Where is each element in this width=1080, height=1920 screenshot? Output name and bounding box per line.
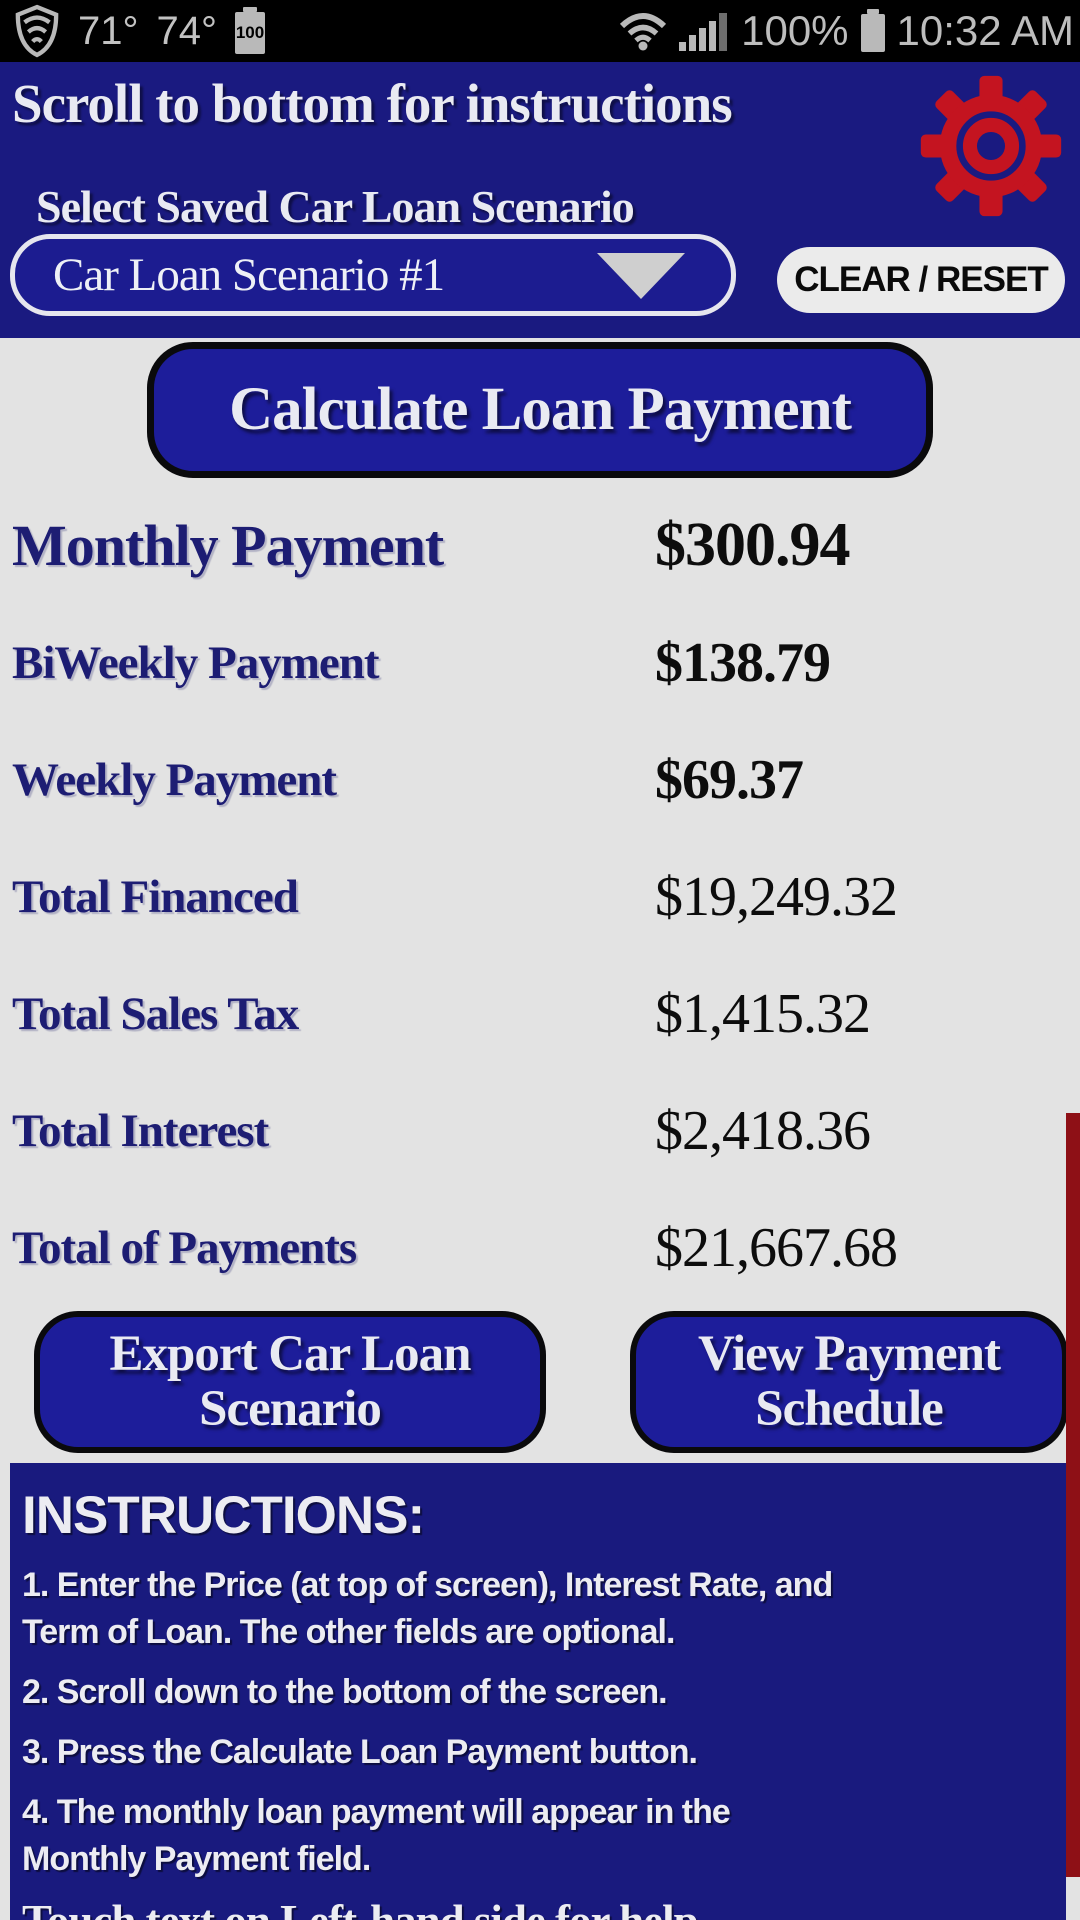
result-row-monthly-payment: Monthly Payment $300.94 (0, 487, 1080, 604)
status-bar-right: 100% 10:32 AM (619, 7, 1080, 55)
instruction-step-4-line-2: Monthly Payment field. (22, 1839, 371, 1878)
view-payment-schedule-button[interactable]: View Payment Schedule (630, 1311, 1068, 1453)
wifi-icon (620, 13, 667, 51)
instructions-footer-hint: Touch text on Left-hand side for help (22, 1895, 1052, 1920)
weekly-payment-value: $69.37 (655, 748, 804, 811)
chevron-down-icon (597, 253, 685, 299)
temperature-current: 71° (78, 8, 139, 53)
instruction-step-4: 4. The monthly loan payment will appear … (22, 1789, 1052, 1883)
total-sales-tax-value: $1,415.32 (655, 982, 871, 1045)
result-row-biweekly-payment: BiWeekly Payment $138.79 (0, 604, 1080, 721)
total-of-payments-label[interactable]: Total of Payments (12, 1221, 357, 1274)
total-sales-tax-label[interactable]: Total Sales Tax (12, 987, 299, 1040)
status-bar-left: 71° 74° 100 (0, 4, 265, 58)
results-list: Monthly Payment $300.94 BiWeekly Payment… (0, 487, 1080, 1306)
export-scenario-button[interactable]: Export Car Loan Scenario (34, 1311, 546, 1453)
instruction-step-1-line-2: Term of Loan. The other fields are optio… (22, 1612, 675, 1651)
security-shield-icon (15, 4, 59, 58)
scrollbar-thumb[interactable] (1066, 1113, 1080, 1877)
battery-percent: 100% (741, 7, 849, 54)
instructions-heading: INSTRUCTIONS: (22, 1486, 425, 1545)
instruction-step-1: 1. Enter the Price (at top of screen), I… (22, 1562, 1052, 1656)
result-row-total-sales-tax: Total Sales Tax $1,415.32 (0, 955, 1080, 1072)
monthly-payment-value: $300.94 (655, 511, 850, 579)
biweekly-payment-label[interactable]: BiWeekly Payment (12, 636, 379, 689)
scenario-dropdown-value: Car Loan Scenario #1 (53, 249, 445, 301)
total-interest-label[interactable]: Total Interest (12, 1104, 269, 1157)
total-interest-value: $2,418.36 (655, 1099, 871, 1162)
battery-widget-label: 100 (235, 23, 265, 42)
instruction-step-1-line-1: 1. Enter the Price (at top of screen), I… (22, 1566, 833, 1604)
total-financed-value: $19,249.32 (655, 865, 898, 928)
result-row-weekly-payment: Weekly Payment $69.37 (0, 721, 1080, 838)
clear-reset-button[interactable]: CLEAR / RESET (777, 247, 1065, 313)
battery-widget-icon: 100 (235, 7, 265, 54)
result-row-total-interest: Total Interest $2,418.36 (0, 1072, 1080, 1189)
instruction-step-4-line-1: 4. The monthly loan payment will appear … (22, 1792, 731, 1831)
temperature-secondary: 74° (156, 8, 218, 53)
instructions-panel: INSTRUCTIONS: 1. Enter the Price (at top… (10, 1463, 1066, 1920)
cellular-signal-icon (679, 13, 728, 51)
select-scenario-label: Select Saved Car Loan Scenario (36, 181, 635, 232)
biweekly-payment-value: $138.79 (655, 631, 831, 694)
result-row-total-financed: Total Financed $19,249.32 (0, 838, 1080, 955)
instruction-step-2-line-1: 2. Scroll down to the bottom of the scre… (22, 1672, 668, 1711)
scenario-dropdown[interactable]: Car Loan Scenario #1 (10, 234, 736, 316)
instruction-step-3-line-1: 3. Press the Calculate Loan Payment butt… (22, 1732, 698, 1771)
instruction-step-3: 3. Press the Calculate Loan Payment butt… (22, 1729, 1052, 1776)
battery-icon (860, 8, 885, 52)
settings-gear-icon[interactable] (920, 74, 1062, 218)
total-financed-label[interactable]: Total Financed (12, 870, 299, 923)
app-header: Scroll to bottom for instructions Select… (0, 62, 1080, 338)
result-row-total-of-payments: Total of Payments $21,667.68 (0, 1189, 1080, 1306)
monthly-payment-label[interactable]: Monthly Payment (12, 513, 444, 578)
weekly-payment-label[interactable]: Weekly Payment (12, 753, 337, 806)
total-of-payments-value: $21,667.68 (655, 1216, 898, 1279)
header-title: Scroll to bottom for instructions (12, 73, 733, 134)
instruction-step-2: 2. Scroll down to the bottom of the scre… (22, 1669, 1052, 1716)
clock: 10:32 AM (896, 7, 1074, 54)
status-bar: 71° 74° 100 100% 10:32 AM (0, 0, 1080, 62)
calculate-loan-payment-button[interactable]: Calculate Loan Payment (147, 342, 933, 478)
